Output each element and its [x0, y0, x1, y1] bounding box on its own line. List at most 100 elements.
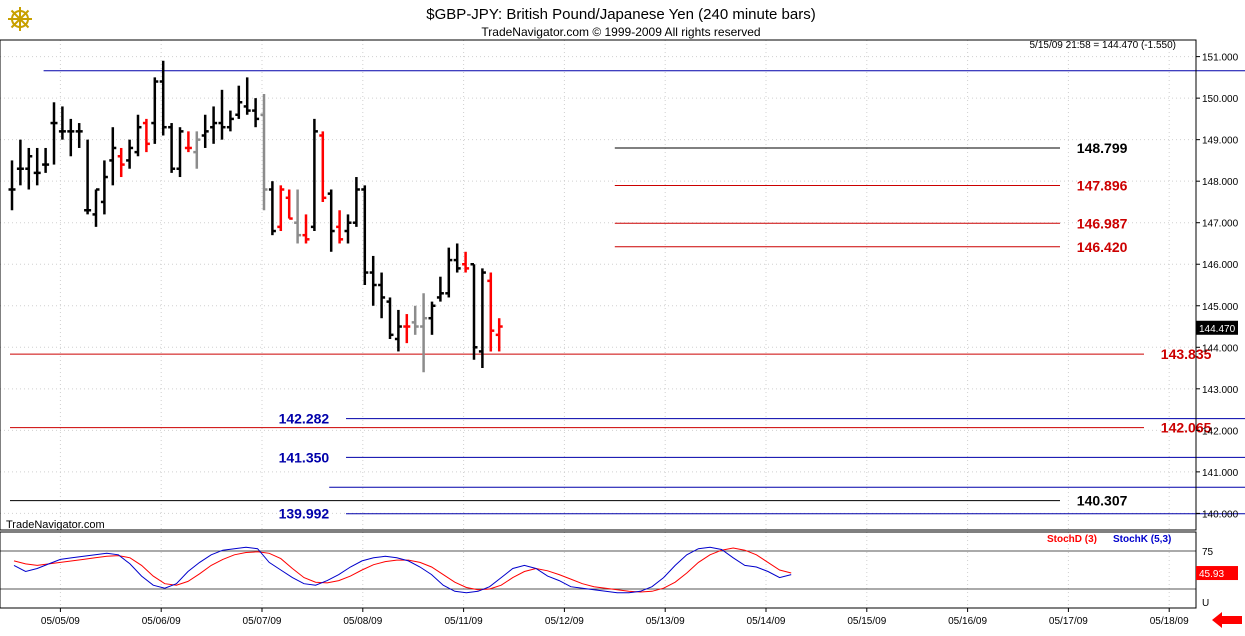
axes: 05/05/09 05/06/09 05/07/09 05/08/09 05/11/09…	[0, 39, 1239, 627]
level-label: 141.350	[279, 449, 330, 465]
level-label: 146.420	[1077, 239, 1128, 255]
x-tick-label: 05/07/09	[243, 616, 282, 627]
ohlc-bar	[201, 114, 209, 148]
level-label: 140.307	[1077, 493, 1128, 509]
copyright-text: TradeNavigator.com © 1999-2009 All right…	[481, 25, 760, 39]
price-panel-frame	[0, 39, 1197, 531]
x-tick-label: 05/18/09	[1150, 616, 1189, 627]
ohlc-bar	[218, 89, 226, 140]
watermark-text: TradeNavigator.com	[6, 519, 105, 531]
ohlc-bar	[168, 123, 176, 173]
ohlc-bar	[50, 102, 58, 165]
ohlc-bar	[487, 272, 495, 352]
ohlc-bar	[134, 114, 142, 157]
legend-stochd: StochD (3)	[1047, 534, 1097, 545]
x-tick-label: 05/12/09	[545, 616, 584, 627]
ohlc-bar	[310, 118, 318, 232]
ship-wheel-logo-icon	[8, 7, 32, 31]
ohlc-bar	[411, 305, 419, 335]
x-tick-label: 05/05/09	[41, 616, 80, 627]
ohlc-bar	[336, 210, 344, 244]
y-tick-label: 146.000	[1202, 260, 1239, 271]
ohlc-bar	[462, 251, 470, 273]
x-tick-label: 05/14/09	[747, 616, 786, 627]
price-bars	[8, 60, 503, 373]
ohlc-bar	[100, 160, 108, 215]
ohlc-bar	[42, 147, 50, 173]
chart-title: $GBP-JPY: British Pound/Japanese Yen (24…	[426, 6, 815, 23]
ohlc-bar	[445, 247, 453, 298]
ohlc-bar	[176, 127, 184, 178]
y-tick-label: 142.000	[1202, 426, 1239, 437]
ohlc-bar	[378, 272, 386, 319]
level-label: 139.992	[279, 506, 330, 522]
ohlc-bar	[235, 85, 243, 119]
y-tick-label: 140.000	[1202, 509, 1239, 520]
ohlc-bar	[67, 118, 75, 157]
ohlc-bar	[58, 106, 66, 140]
logo	[8, 7, 32, 31]
ohlc-bar	[294, 189, 302, 244]
legend-stochk: StochK (5,3)	[1113, 534, 1171, 545]
y-tick-label: 148.000	[1202, 177, 1239, 188]
last-price-badge	[1196, 320, 1238, 335]
ohlc-bar	[352, 177, 360, 227]
ohlc-bar	[25, 147, 33, 190]
ohlc-bar	[252, 98, 260, 128]
ohlc-bar	[84, 139, 92, 215]
ohlc-bar	[369, 255, 377, 306]
ohlc-bar	[344, 214, 352, 244]
y-tick-label: 150.000	[1202, 94, 1239, 105]
level-label: 146.987	[1077, 215, 1128, 231]
level-label: 143.835	[1161, 346, 1212, 362]
ohlc-bar	[478, 268, 486, 369]
ohlc-bar	[428, 301, 436, 335]
ohlc-bar	[277, 185, 285, 232]
ohlc-bar	[394, 309, 402, 352]
ohlc-bar	[470, 262, 478, 360]
ohlc-bar	[193, 131, 201, 169]
ohlc-bar	[159, 60, 167, 136]
level-label: 147.896	[1077, 178, 1128, 194]
ohlc-bar	[361, 185, 369, 285]
grid-lines	[0, 40, 1196, 608]
ohlc-bar	[126, 139, 134, 169]
y-tick-label: 149.000	[1202, 136, 1239, 147]
stoch-line	[13, 547, 792, 593]
ohlc-bar	[268, 181, 276, 236]
stoch-tick-label: 75	[1202, 547, 1214, 558]
ohlc-bar	[16, 139, 24, 186]
ohlc-bar	[33, 147, 41, 186]
ohlc-bar	[151, 77, 159, 144]
y-tick-label: 151.000	[1202, 53, 1239, 64]
x-tick-label: 05/11/09	[445, 616, 484, 627]
ohlc-bar	[226, 110, 234, 132]
stoch-line	[13, 546, 792, 594]
x-tick-label: 05/17/09	[1049, 616, 1088, 627]
ohlc-bar	[453, 243, 461, 273]
y-tick-label: 144.000	[1202, 343, 1239, 354]
ohlc-bar	[210, 106, 218, 144]
y-tick-label: 145.000	[1202, 302, 1239, 313]
scroll-right-arrow-icon[interactable]	[1212, 612, 1242, 628]
ohlc-bar	[327, 189, 335, 252]
x-tick-label: 05/15/09	[847, 616, 886, 627]
ohlc-bar	[243, 77, 251, 115]
last-quote-text: 5/15/09 21:58 = 144.470 (-1.550)	[1029, 40, 1176, 51]
x-tick-label: 05/06/09	[142, 616, 181, 627]
ohlc-bar	[302, 214, 310, 244]
stoch-value-label: 45.93	[1199, 569, 1224, 580]
x-tick-label: 05/13/09	[646, 616, 685, 627]
level-label: 142.282	[279, 411, 330, 427]
y-tick-label: 147.000	[1202, 219, 1239, 230]
ohlc-bar	[260, 93, 268, 211]
ohlc-bar	[75, 123, 83, 148]
stoch-tick-label: U	[1202, 598, 1209, 609]
last-price-label: 144.470	[1199, 324, 1236, 335]
stoch-value-badge	[1196, 566, 1238, 581]
x-tick-label: 05/16/09	[948, 616, 987, 627]
y-tick-label: 143.000	[1202, 385, 1239, 396]
level-lines: 150.660148.799147.896146.987146.420143.8…	[10, 70, 1245, 522]
